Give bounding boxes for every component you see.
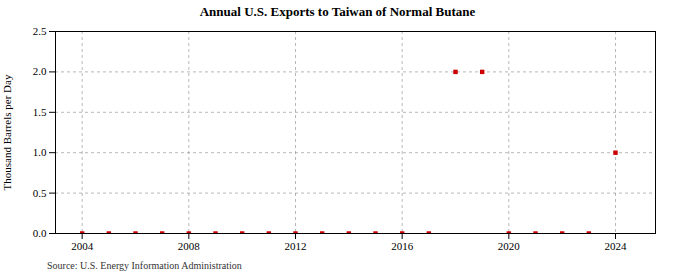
svg-text:Thousand Barrels per Day: Thousand Barrels per Day bbox=[1, 74, 13, 190]
svg-text:2020: 2020 bbox=[498, 240, 521, 252]
svg-text:2.5: 2.5 bbox=[33, 25, 47, 37]
html-text:Annual U.S. Exports to Taiwan: Annual U.S. Exports to Taiwan of Normal … bbox=[199, 4, 476, 19]
svg-text:2024: 2024 bbox=[605, 240, 628, 252]
svg-text:0.0: 0.0 bbox=[33, 227, 47, 239]
html-text:Source: U.S. Energy Informatio: Source: U.S. Energy Information Administ… bbox=[47, 260, 242, 271]
svg-text:1.0: 1.0 bbox=[33, 146, 47, 158]
svg-text:2.0: 2.0 bbox=[33, 65, 47, 77]
svg-text:2016: 2016 bbox=[391, 240, 414, 252]
svg-text:1.5: 1.5 bbox=[33, 106, 47, 118]
svg-text:0.5: 0.5 bbox=[33, 187, 47, 199]
svg-text:2004: 2004 bbox=[71, 240, 94, 252]
svg-text:2008: 2008 bbox=[178, 240, 201, 252]
svg-text:2012: 2012 bbox=[285, 240, 307, 252]
